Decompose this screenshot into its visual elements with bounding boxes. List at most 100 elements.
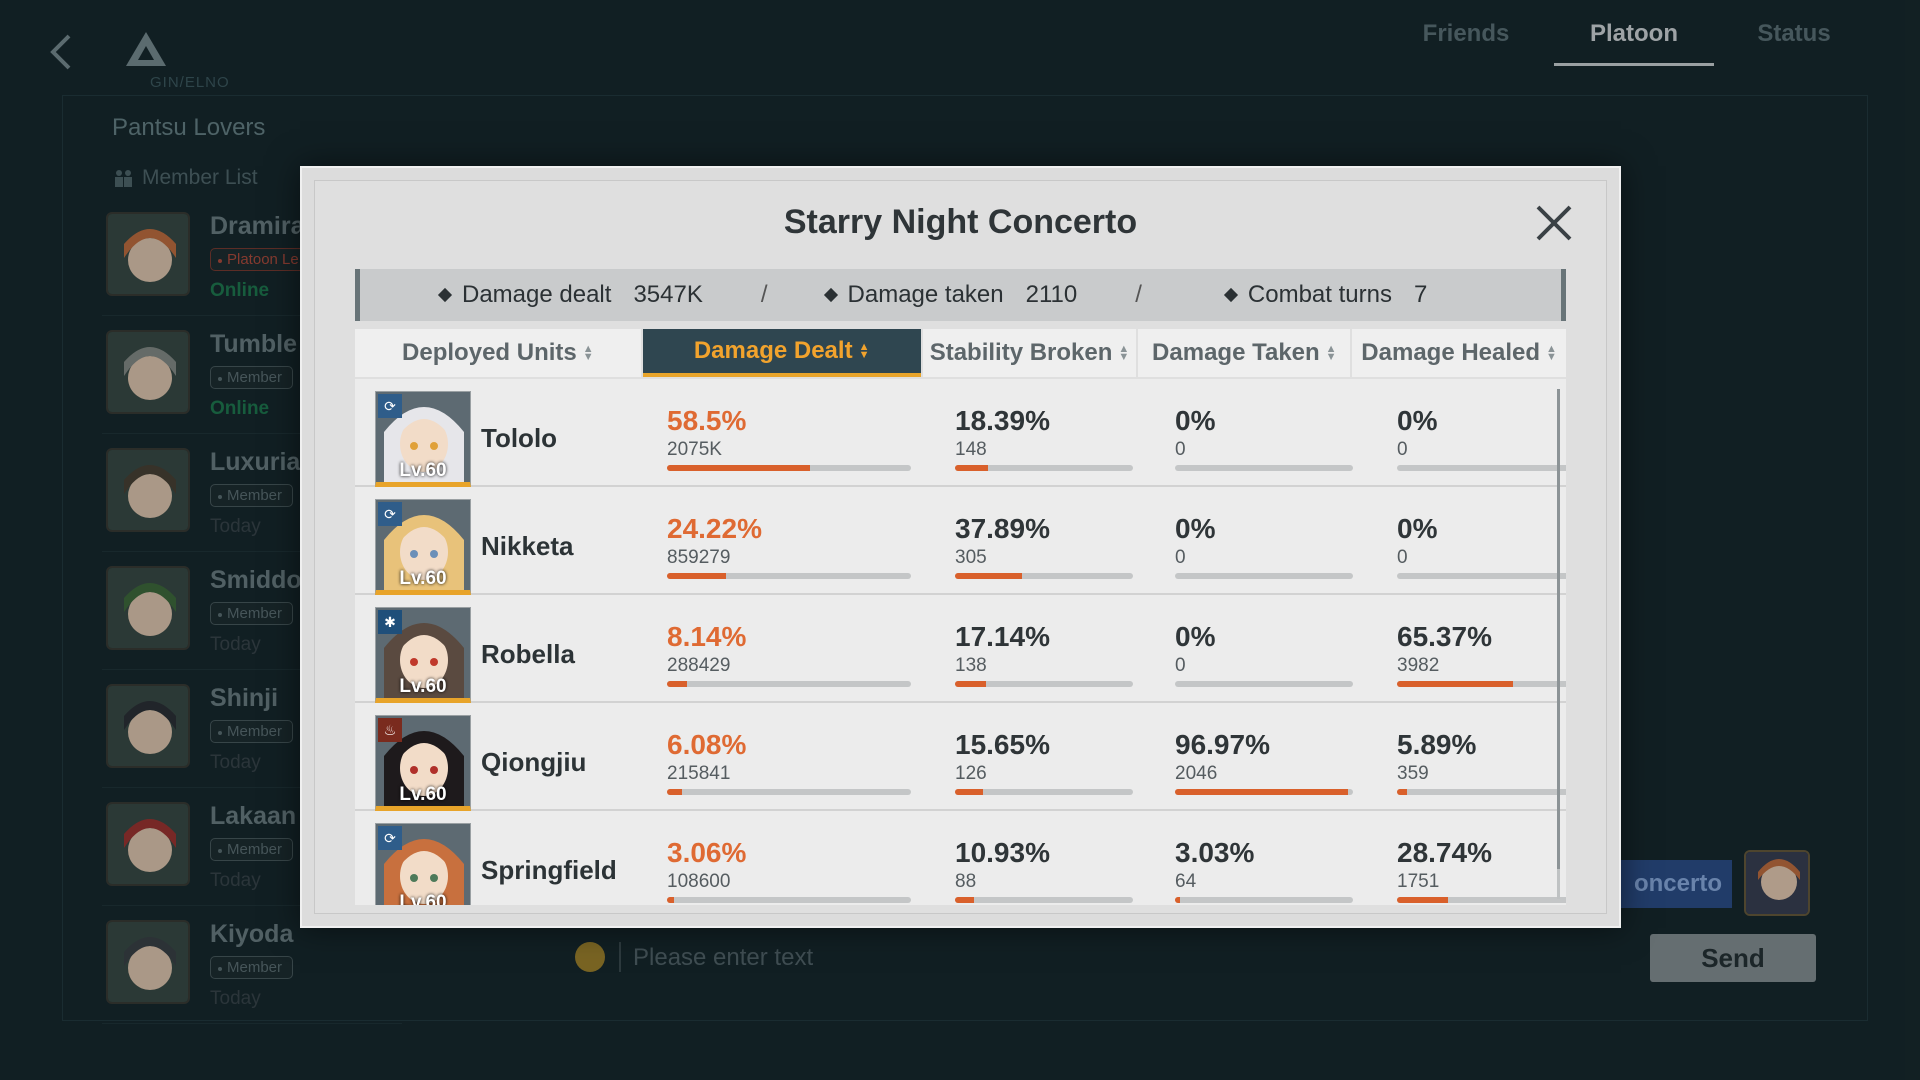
tab-damage-healed[interactable]: Damage Healed ▲ ▼: [1352, 329, 1567, 377]
chat-input[interactable]: [633, 934, 1433, 982]
tab-status[interactable]: Status: [1757, 20, 1831, 47]
member-role-badge: Member: [210, 956, 294, 979]
damage-taken-percent: 0%: [1175, 405, 1216, 436]
members-icon: [115, 170, 132, 187]
member-item[interactable]: Tumble Member Online: [102, 326, 402, 434]
stability-broken-cell: 18.39% 148: [955, 405, 1133, 471]
damage-dealt-bar-fill: [667, 573, 727, 579]
damage-healed-bar: [1397, 681, 1566, 687]
stability-broken-value: 88: [955, 871, 977, 892]
member-status: Online: [210, 280, 270, 301]
damage-taken-percent: 0%: [1175, 621, 1216, 652]
member-role-badge: Member: [210, 720, 294, 743]
snowflake-icon: ✱: [378, 610, 402, 634]
member-item[interactable]: Kiyoda Member Today: [102, 916, 402, 1024]
stats-table[interactable]: ⟳ Lv.60 Springfield 3.06% 108600 10.93% 88 3.03…: [355, 379, 1566, 905]
unit-portrait[interactable]: ✱ Lv.60: [375, 607, 471, 703]
damage-dealt-bar: [667, 573, 911, 579]
avatar: [106, 330, 190, 414]
damage-healed-cell: 65.37% 3982: [1397, 621, 1566, 687]
diamond-icon: [1223, 287, 1238, 303]
summary-damage-taken: Damage taken 2110: [823, 281, 1077, 309]
member-item[interactable]: Shinji Member Today: [102, 680, 402, 788]
member-status: Today: [210, 988, 261, 1009]
damage-healed-bar: [1397, 573, 1566, 579]
battle-stats-modal: Starry Night Concerto Damage dealt 3547K…: [300, 166, 1621, 928]
table-row: ♨ Lv.60 Qiongjiu 6.08% 215841 15.65% 126 96.97%…: [355, 703, 1566, 811]
background-frame: [62, 95, 1868, 1021]
damage-healed-cell: 0% 0: [1397, 513, 1566, 579]
damage-healed-percent: 0%: [1397, 405, 1438, 436]
member-item[interactable]: Smiddo Member Today: [102, 562, 402, 670]
member-name: Lakaan: [210, 802, 297, 830]
member-item[interactable]: Luxuria Member Today: [102, 444, 402, 552]
close-button[interactable]: [1532, 201, 1576, 245]
damage-healed-bar-fill: [1397, 681, 1514, 687]
stability-broken-percent: 17.14%: [955, 621, 1050, 652]
damage-dealt-value: 288429: [667, 655, 731, 676]
damage-healed-percent: 28.74%: [1397, 837, 1492, 868]
stability-broken-cell: 17.14% 138: [955, 621, 1133, 687]
damage-healed-value: 0: [1397, 439, 1408, 460]
damage-taken-value: 0: [1175, 439, 1186, 460]
damage-healed-value: 3982: [1397, 655, 1440, 676]
damage-taken-cell: 3.03% 64: [1175, 837, 1353, 903]
member-role-badge: Member: [210, 838, 294, 861]
damage-dealt-cell: 3.06% 108600: [667, 837, 911, 903]
stability-broken-bar-fill: [955, 681, 986, 687]
sync-icon: ⟳: [378, 394, 402, 418]
unit-portrait[interactable]: ⟳ Lv.60: [375, 391, 471, 487]
damage-taken-cell: 0% 0: [1175, 513, 1353, 579]
damage-healed-percent: 65.37%: [1397, 621, 1492, 652]
table-row: ✱ Lv.60 Robella 8.14% 288429 17.14% 138 0% 0 65.3…: [355, 595, 1566, 703]
member-name: Smiddo: [210, 566, 302, 594]
member-role-badge: Member: [210, 602, 294, 625]
tab-label: Damage Healed: [1361, 339, 1541, 366]
unit-portrait[interactable]: ⟳ Lv.60: [375, 823, 471, 905]
member-list-header: Member List: [112, 166, 258, 190]
member-status: Today: [210, 752, 261, 773]
tab-platoon[interactable]: Platoon: [1554, 0, 1714, 68]
unit-portrait[interactable]: ⟳ Lv.60: [375, 499, 471, 595]
event-avatar[interactable]: [1744, 850, 1810, 916]
tab-damage-dealt[interactable]: Damage Dealt ▲ ▼: [642, 329, 921, 377]
stability-broken-cell: 10.93% 88: [955, 837, 1133, 903]
stability-broken-bar: [955, 897, 1133, 903]
damage-taken-cell: 0% 0: [1175, 405, 1353, 471]
sort-icon: ▲ ▼: [1546, 343, 1557, 363]
tab-friends[interactable]: Friends: [1422, 20, 1510, 47]
send-button[interactable]: Send: [1650, 934, 1816, 982]
avatar: [106, 212, 190, 296]
unit-name: Tololo: [481, 423, 558, 453]
tab-stability-broken[interactable]: Stability Broken ▲ ▼: [922, 329, 1137, 377]
damage-taken-value: 64: [1175, 871, 1197, 892]
member-name: Shinji: [210, 684, 279, 712]
sync-icon: ⟳: [378, 826, 402, 850]
emoji-icon[interactable]: [575, 942, 605, 972]
summary-combat-turns-value: 7: [1413, 281, 1428, 308]
damage-taken-percent: 96.97%: [1175, 729, 1270, 760]
stability-broken-value: 305: [955, 547, 987, 568]
scrollbar-thumb[interactable]: [1557, 389, 1560, 869]
damage-healed-percent: 0%: [1397, 513, 1438, 544]
damage-taken-bar: [1175, 789, 1353, 795]
damage-healed-bar: [1397, 465, 1566, 471]
avatar: [106, 448, 190, 532]
tab-deployed-units[interactable]: Deployed Units ▲ ▼: [355, 329, 641, 377]
damage-taken-cell: 96.97% 2046: [1175, 729, 1353, 795]
unit-portrait[interactable]: ♨ Lv.60: [375, 715, 471, 811]
diamond-icon: [823, 287, 838, 303]
tab-label: Damage Taken: [1152, 339, 1320, 366]
back-button[interactable]: [40, 28, 80, 76]
member-item[interactable]: Lakaan Member Today: [102, 798, 402, 906]
damage-dealt-percent: 58.5%: [667, 405, 747, 436]
member-item[interactable]: Dramira Platoon Le Online: [102, 208, 402, 316]
event-chip[interactable]: oncerto: [1600, 860, 1732, 908]
summary-damage-dealt: Damage dealt 3547K: [437, 281, 703, 309]
unit-name: Nikketa: [481, 531, 574, 561]
damage-dealt-bar-fill: [667, 789, 682, 795]
sort-icon: ▲ ▼: [1325, 343, 1337, 363]
chat-input-bar: [535, 930, 1825, 986]
tab-damage-taken[interactable]: Damage Taken ▲ ▼: [1138, 329, 1351, 377]
unit-level: Lv.60: [399, 784, 447, 805]
